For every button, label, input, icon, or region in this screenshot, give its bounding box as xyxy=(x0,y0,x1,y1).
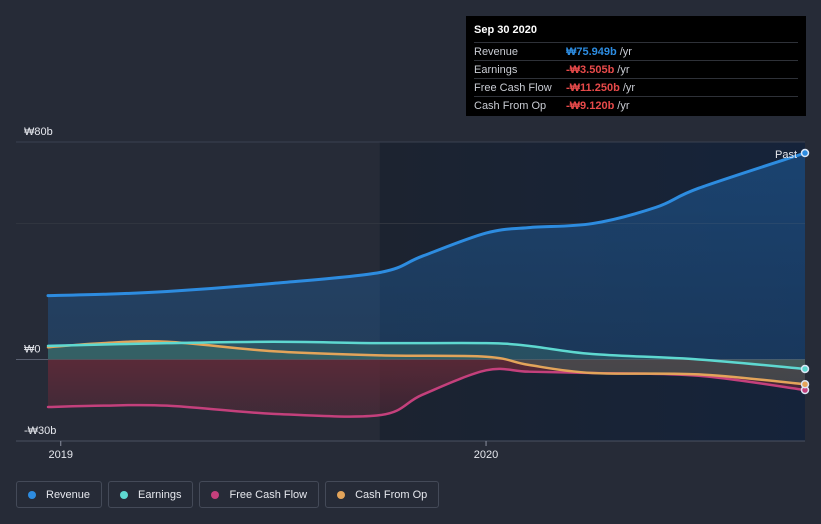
y-axis-labels: ₩80b ₩0 -₩30b xyxy=(24,126,56,437)
earnings-endpoint xyxy=(800,364,810,374)
tooltip-unit: /yr xyxy=(622,81,636,94)
x-tick-label: 2020 xyxy=(474,449,498,461)
tooltip-row-revenue: Revenue ₩75.949b /yr xyxy=(474,42,798,60)
past-label: Past xyxy=(775,149,797,161)
tooltip-unit: /yr xyxy=(619,45,632,58)
tooltip: Sep 30 2020 Revenue ₩75.949b /yr Earning… xyxy=(466,16,806,116)
tooltip-row-earnings: Earnings -₩3.505b /yr xyxy=(474,60,798,78)
tooltip-value: -₩3.505b xyxy=(566,63,615,76)
tooltip-unit: /yr xyxy=(617,99,630,112)
tooltip-value: -₩11.250b xyxy=(566,81,620,94)
legend-item-revenue[interactable]: Revenue xyxy=(16,481,103,508)
revenue-endpoint xyxy=(800,148,810,158)
revenue-area xyxy=(48,153,805,360)
tooltip-value: -₩9.120b xyxy=(566,99,615,112)
tooltip-unit: /yr xyxy=(617,63,630,76)
revenue-line xyxy=(46,151,806,298)
y-tick-label: ₩0 xyxy=(24,343,41,355)
chart-area: ₩80b ₩0 -₩30b 2019 2020 Past xyxy=(16,126,810,461)
legend-dot-icon xyxy=(120,490,129,499)
series-lines xyxy=(46,151,806,418)
legend-dot-icon xyxy=(211,490,220,499)
cash-from-op-line xyxy=(46,340,806,386)
legend-label: Free Cash Flow xyxy=(229,488,308,501)
y-tick-label: ₩80b xyxy=(24,126,53,138)
x-tick-label: 2019 xyxy=(49,449,73,461)
legend: Revenue Earnings Free Cash Flow Cash Fro… xyxy=(16,481,440,508)
legend-label: Cash From Op xyxy=(355,488,428,501)
series-endpoints xyxy=(800,148,810,395)
legend-item-cash-from-op[interactable]: Cash From Op xyxy=(325,481,440,508)
tooltip-row-cash-from-op: Cash From Op -₩9.120b /yr xyxy=(474,96,798,114)
tooltip-label: Cash From Op xyxy=(474,99,547,112)
tooltip-date: Sep 30 2020 xyxy=(474,24,537,36)
tooltip-value: ₩75.949b xyxy=(566,45,617,58)
legend-dot-icon xyxy=(337,490,346,499)
legend-label: Revenue xyxy=(46,488,91,501)
tooltip-row-free-cash-flow: Free Cash Flow -₩11.250b /yr xyxy=(474,78,798,96)
earnings-line xyxy=(46,340,806,371)
legend-item-earnings[interactable]: Earnings xyxy=(108,481,194,508)
y-tick-label: -₩30b xyxy=(24,425,56,437)
tooltip-label: Revenue xyxy=(474,45,519,58)
legend-dot-icon xyxy=(28,490,36,499)
tooltip-label: Earnings xyxy=(474,63,518,76)
free-cash-flow-area xyxy=(48,359,805,417)
tooltip-label: Free Cash Flow xyxy=(474,81,552,94)
cash-from-op-endpoint xyxy=(800,379,810,389)
x-axis: 2019 2020 xyxy=(49,441,498,461)
legend-item-free-cash-flow[interactable]: Free Cash Flow xyxy=(199,481,320,508)
legend-label: Earnings xyxy=(138,488,182,501)
